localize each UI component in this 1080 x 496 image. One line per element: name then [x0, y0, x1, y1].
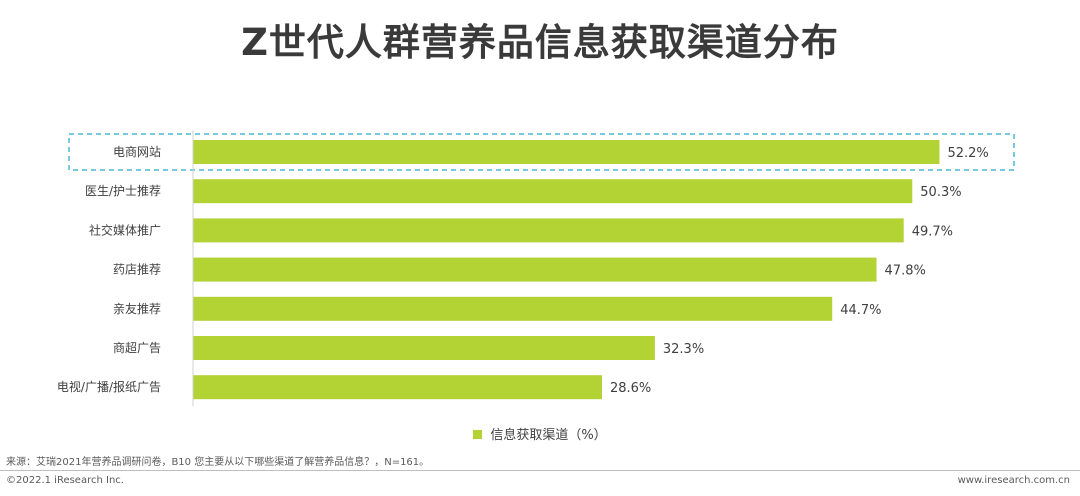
- category-label: 医生/护士推荐: [85, 184, 161, 198]
- bar: [193, 179, 913, 204]
- chart-title: Z世代人群营养品信息获取渠道分布: [241, 21, 839, 64]
- category-label: 电商网站: [113, 144, 161, 159]
- value-label: 52.2%: [947, 146, 988, 161]
- legend-swatch: [473, 430, 483, 439]
- copyright-text: ©2022.1 iResearch Inc.: [6, 475, 124, 486]
- value-label: 32.3%: [663, 342, 704, 357]
- value-label: 28.6%: [610, 381, 651, 396]
- bar: [193, 336, 655, 360]
- legend: 信息获取渠道（%）: [0, 424, 1080, 443]
- bar: [193, 218, 904, 243]
- value-label: 47.8%: [885, 264, 926, 279]
- source-note: 来源：艾瑞2021年营养品调研问卷，B10 您主要从以下哪些渠道了解营养品信息？…: [6, 457, 430, 468]
- value-label: 49.7%: [912, 224, 953, 239]
- bar: [193, 375, 602, 400]
- website-text: www.iresearch.com.cn: [957, 475, 1070, 486]
- bar-chart: 电商网站 52.2% 医生/护士推荐 50.3% 社交媒体推广 49.7% 药店推荐 47.8…: [57, 130, 1015, 406]
- value-label: 44.7%: [840, 303, 881, 318]
- value-label: 50.3%: [920, 185, 961, 200]
- category-label: 商超广告: [113, 340, 161, 355]
- category-label: 亲友推荐: [113, 302, 161, 316]
- bar: [193, 140, 940, 164]
- highlight-frame: [68, 133, 1015, 171]
- category-label: 药店推荐: [113, 263, 161, 277]
- bar: [193, 257, 877, 282]
- bar: [193, 296, 833, 321]
- footer-divider: [0, 470, 1080, 471]
- category-label: 电视/广播/报纸广告: [57, 379, 161, 394]
- legend-label: 信息获取渠道（%）: [490, 428, 607, 443]
- category-label: 社交媒体推广: [89, 222, 161, 237]
